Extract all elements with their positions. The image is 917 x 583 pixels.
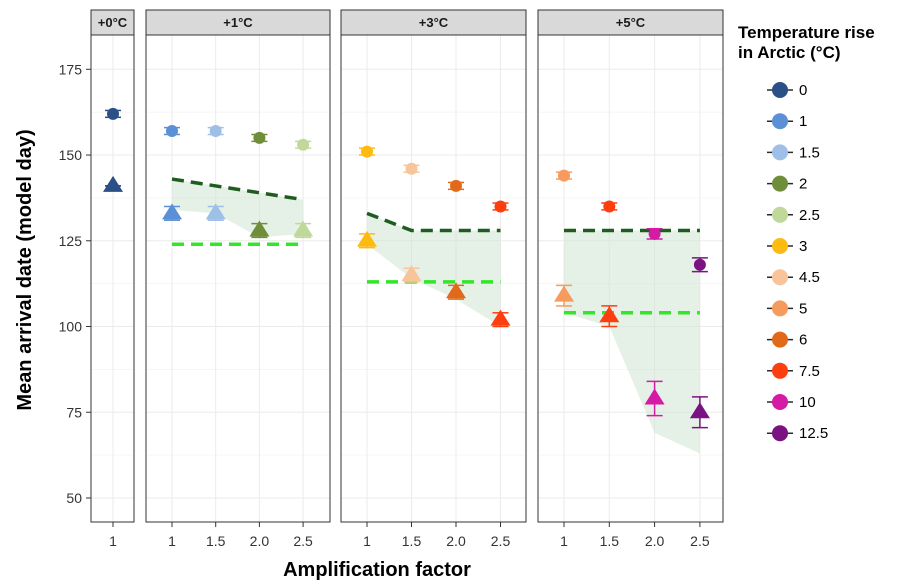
legend-label: 7.5 [799,363,820,380]
data-point-circle [253,131,266,144]
data-point-circle [361,145,373,158]
data-point-circle [494,200,507,213]
legend-label: 4.5 [799,269,820,286]
data-point-triangle [446,282,466,299]
data-point-triangle [249,220,270,237]
data-point-triangle [599,306,620,323]
panel-strip [537,9,724,36]
panel-background [146,35,330,522]
data-point-circle [166,125,178,138]
legend-key-marker [772,144,788,161]
legend-key-marker [772,269,788,286]
legend-label: 2.5 [799,207,820,224]
data-point-triangle [357,230,377,247]
legend-key-marker [772,331,788,348]
legend-key-marker [772,175,788,192]
y-axis: 50 75 100 125 150 175 [59,61,91,506]
y-tick-label: 50 [66,490,82,506]
panel-title: +5°C [616,15,646,30]
panel-title: +3°C [419,15,449,30]
x-tick-label: 2.5 [293,533,313,549]
data-point-circle [693,258,706,271]
y-axis-title: Mean arrival date (model day) [14,129,36,410]
data-point-circle [603,200,616,213]
legend-label: 3 [799,238,807,255]
data-point-triangle [162,203,182,220]
panel: +3°C 1 1.5 2.0 2.5 [340,9,527,549]
data-point-triangle [205,203,226,220]
panel-strip [145,9,331,36]
legend-key-marker [772,362,788,379]
panel-border [537,34,724,523]
legend-key-marker [772,82,788,98]
x-tick-label: 2.5 [690,533,710,549]
x-tick-label: 1 [560,533,568,549]
data-point-triangle [554,285,574,302]
legend-label: 2 [799,176,807,193]
panel-strip [340,9,527,36]
panel-border [145,34,331,523]
envelope-ribbon [564,230,700,454]
data-point-circle [405,162,418,175]
data-point-triangle [293,220,314,237]
x-tick-label: 1 [109,533,117,549]
y-tick-label: 175 [59,61,83,77]
envelope-ribbon [367,213,501,327]
data-point-circle [558,169,570,182]
data-point-circle [209,125,222,138]
legend-label: 0 [799,82,807,99]
panel-title: +1°C [223,15,253,30]
legend-key-marker [772,425,788,442]
data-point-triangle [103,175,123,192]
legend-key-marker [772,394,788,410]
data-point-circle [450,179,462,192]
panel-title: +0°C [98,15,128,30]
legend-label: 10 [799,394,816,411]
y-tick-label: 75 [66,404,82,420]
data-point-circle [297,138,310,151]
dashed-line-dark-green [171,177,304,202]
y-tick-label: 125 [59,233,83,249]
x-tick-label: 2.0 [645,533,665,549]
x-tick-label: 1 [168,533,176,549]
legend-title: Temperature rise [738,23,875,42]
panel-strip [90,9,135,36]
panel-border [340,34,527,523]
data-point-circle [648,227,661,240]
panel: +1°C 1 1.5 2.0 2.5 [145,9,331,549]
legend-key-marker [772,300,788,317]
y-tick-label: 150 [59,147,83,163]
legend-title: in Arctic (°C) [738,43,841,62]
dashed-line-dark-green [366,211,501,233]
x-tick-label: 2.5 [491,533,511,549]
legend-label: 1.5 [799,144,820,161]
data-point-triangle [490,309,511,326]
x-tick-label: 1.5 [402,533,422,549]
data-point-triangle [689,402,710,419]
legend-key-marker [772,238,788,254]
x-tick-label: 1.5 [206,533,226,549]
legend-label: 5 [799,300,807,317]
x-tick-label: 1 [363,533,371,549]
envelope-ribbon [172,179,304,238]
legend-label: 12.5 [799,425,828,442]
legend-key-marker [772,206,788,223]
legend-label: 6 [799,332,807,349]
y-tick-label: 100 [59,319,83,335]
data-point-triangle [401,265,422,282]
legend-label: 1 [799,113,807,130]
data-point-circle [107,107,119,120]
panel: +5°C 1 1.5 2.0 2.5 [537,9,724,549]
x-axis-title: Amplification factor [283,559,471,581]
x-tick-label: 2.0 [250,533,270,549]
panel: +0°C 1 [90,9,135,549]
panels-layer: +0°C 1 +1°C 1 1.5 2.0 2.5 +3°C 1 1.5 2.0 2.5 +5°C 1 1.… [90,9,724,549]
x-tick-label: 2.0 [446,533,466,549]
x-tick-label: 1.5 [600,533,620,549]
legend-key-marker [772,113,788,130]
data-point-triangle [644,388,665,405]
